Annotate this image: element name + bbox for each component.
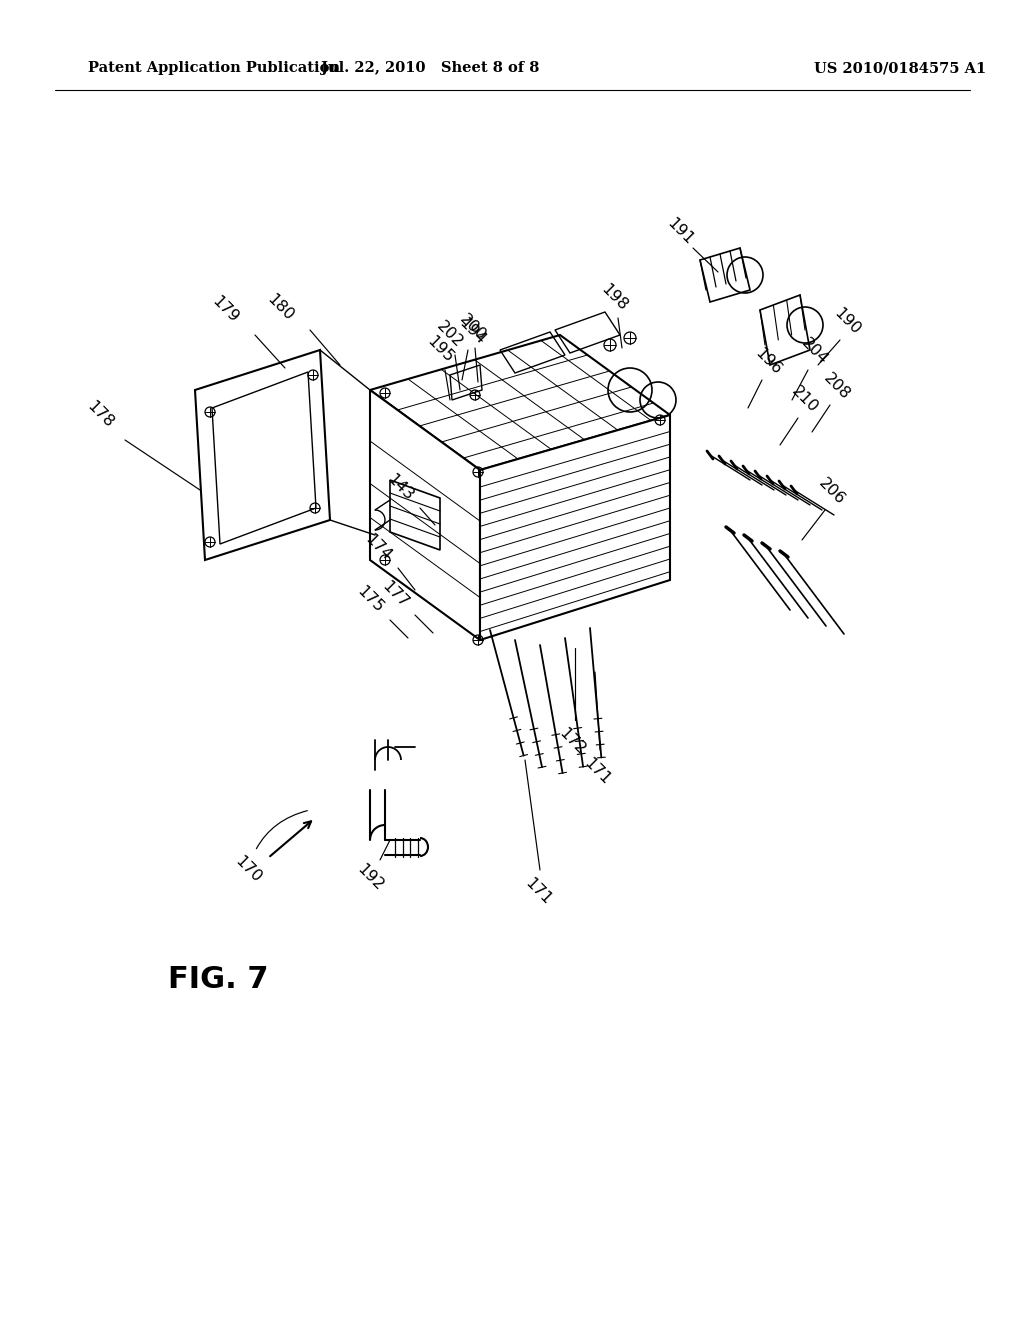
Polygon shape xyxy=(480,414,670,640)
Polygon shape xyxy=(370,335,670,470)
Text: 190: 190 xyxy=(830,306,863,338)
Text: 194: 194 xyxy=(456,315,488,348)
Text: 143: 143 xyxy=(384,473,416,504)
Text: 198: 198 xyxy=(598,282,630,314)
Text: FIG. 7: FIG. 7 xyxy=(168,965,268,994)
Text: 208: 208 xyxy=(821,371,853,403)
Text: 206: 206 xyxy=(816,477,848,508)
Text: 179: 179 xyxy=(209,294,241,326)
Text: 171: 171 xyxy=(581,756,613,788)
Text: 195: 195 xyxy=(424,334,456,366)
Text: Patent Application Publication: Patent Application Publication xyxy=(88,61,340,75)
Text: 200: 200 xyxy=(457,312,489,345)
Text: 171: 171 xyxy=(522,876,554,908)
Text: 175: 175 xyxy=(354,583,386,616)
Text: 170: 170 xyxy=(231,810,307,886)
Text: 196: 196 xyxy=(752,346,784,378)
Text: 210: 210 xyxy=(788,384,821,416)
Text: 202: 202 xyxy=(434,319,466,351)
Polygon shape xyxy=(370,389,480,640)
Text: 204: 204 xyxy=(799,337,831,368)
Text: 180: 180 xyxy=(264,292,296,325)
Text: Jul. 22, 2010   Sheet 8 of 8: Jul. 22, 2010 Sheet 8 of 8 xyxy=(321,61,540,75)
Text: 177: 177 xyxy=(379,579,411,611)
Text: 174: 174 xyxy=(361,532,394,564)
Polygon shape xyxy=(195,350,330,560)
Text: 178: 178 xyxy=(84,399,116,432)
Text: 191: 191 xyxy=(664,216,696,248)
Text: US 2010/0184575 A1: US 2010/0184575 A1 xyxy=(814,61,986,75)
Polygon shape xyxy=(390,480,440,550)
Text: 172: 172 xyxy=(556,726,588,758)
Text: 192: 192 xyxy=(354,862,386,894)
